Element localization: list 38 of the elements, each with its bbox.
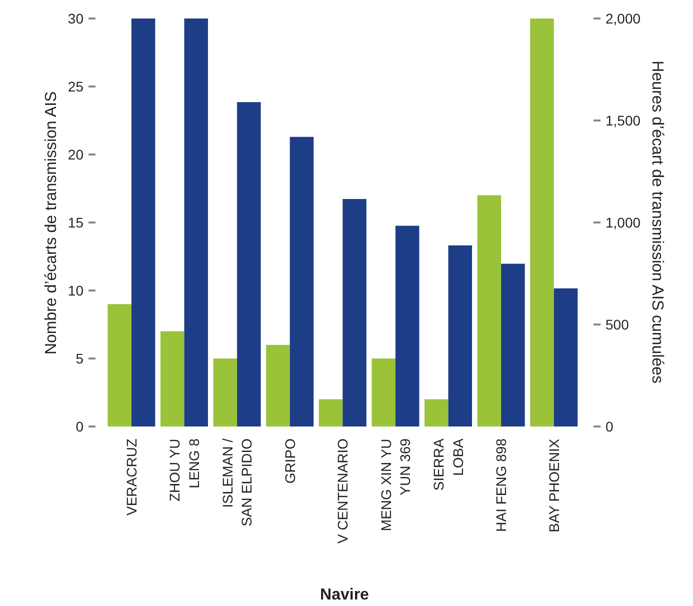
bar bbox=[318, 399, 343, 426]
y-tick-label: 20 bbox=[68, 146, 84, 162]
bar bbox=[131, 18, 156, 426]
y-tick-label: 15 bbox=[68, 214, 84, 230]
y2-tick-label: 1,500 bbox=[606, 112, 641, 128]
y-tick-label: 30 bbox=[68, 10, 84, 26]
x-tick-label: V CENTENARIO bbox=[334, 438, 351, 544]
x-axis-title: Navire bbox=[320, 586, 370, 604]
y-axis-title: Nombre d’écarts de transmission AIS bbox=[42, 91, 60, 355]
bar bbox=[160, 331, 184, 426]
y2-tick-label: 0 bbox=[606, 418, 614, 434]
x-tick-label: ISLEMAN / SAN ELPIDIO bbox=[219, 438, 255, 526]
bar bbox=[395, 226, 420, 426]
y-tick-label: 25 bbox=[68, 78, 84, 94]
bar bbox=[290, 136, 314, 426]
x-tick-label: MENG XIN YU YUN 369 bbox=[378, 438, 414, 532]
y2-tick-label: 500 bbox=[606, 316, 630, 332]
bar bbox=[184, 18, 208, 426]
x-tick-label: HAI FENG 898 bbox=[493, 438, 510, 532]
x-tick-label: ZHOU YU LENG 8 bbox=[166, 438, 202, 502]
bar bbox=[448, 245, 472, 426]
x-tick-label: GRIPO bbox=[282, 438, 298, 484]
bar bbox=[237, 102, 261, 426]
y2-axis-title: Heures d’écart de transmission AIS cumulées bbox=[648, 60, 666, 384]
x-tick-label: SIERRA LOBA bbox=[430, 438, 466, 491]
bar bbox=[424, 399, 448, 426]
y-tick-label: 0 bbox=[76, 418, 84, 434]
y-tick-label: 5 bbox=[76, 350, 84, 366]
x-tick-label: BAY PHOENIX bbox=[546, 438, 562, 532]
bar bbox=[108, 304, 132, 426]
bar bbox=[342, 199, 366, 426]
bar bbox=[266, 344, 290, 426]
y2-tick-label: 2,000 bbox=[606, 10, 641, 26]
y-tick-label: 10 bbox=[68, 282, 84, 298]
y2-tick-label: 1,000 bbox=[606, 214, 641, 230]
bar bbox=[530, 18, 554, 426]
bar bbox=[213, 358, 238, 426]
x-tick-label: VERACRUZ bbox=[123, 438, 140, 516]
